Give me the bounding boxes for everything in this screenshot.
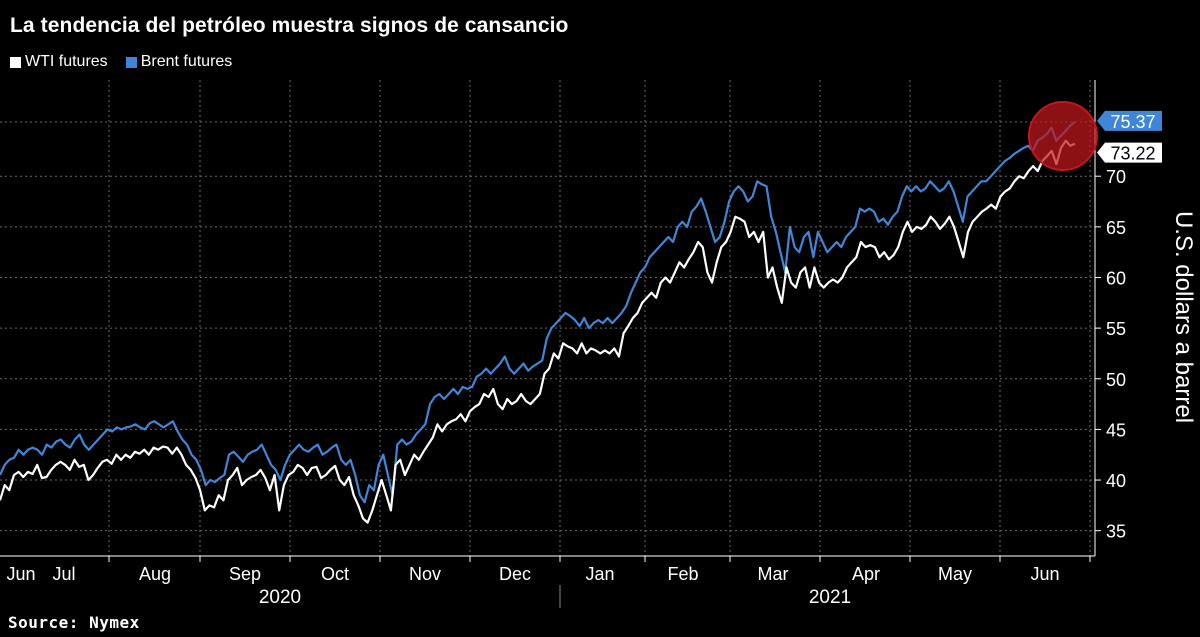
x-month-label: Oct [321,564,349,584]
x-month-label: Apr [852,564,880,584]
y-tick-label: 60 [1106,268,1126,288]
x-year-label: 2020 [259,587,301,608]
legend-label-wti: WTI futures [25,53,108,70]
legend-label-brent: Brent futures [140,53,233,70]
end-label-box-wti [1097,142,1162,163]
highlight-circle-mark [1028,101,1098,171]
end-label-box-brent [1097,110,1162,131]
legend-swatch-wti [10,56,21,68]
grid-lines [0,80,1095,556]
x-month-label: Jul [52,564,75,584]
series-line-brent [0,120,1076,504]
y-tick-label: 45 [1106,420,1126,440]
highlight-circle [1028,101,1098,171]
x-month-label: May [938,564,972,584]
x-month-label: Mar [758,564,789,584]
y-tick-label: 40 [1106,471,1126,491]
legend-item-wti: WTI futures [10,53,108,71]
y-tick-label: 70 [1106,167,1126,187]
end-label-wti: 73.22 [1110,144,1155,164]
y-tick-label: 55 [1106,319,1126,339]
end-label-brent: 75.37 [1110,112,1155,132]
x-month-label: Jan [585,564,614,584]
x-month-label: Aug [139,564,171,584]
y-tick-label: 50 [1106,370,1126,390]
series-line-wti [0,139,1076,524]
x-month-label: Dec [499,564,531,584]
y-axis: 35 40 45 50 55 60 65 70 [1094,80,1126,556]
x-year-label: 2021 [809,587,851,608]
legend-item-brent: Brent futures [125,53,233,71]
y-tick-label: 35 [1106,522,1126,542]
x-axis: Jun Jul Aug Sep Oct Nov Dec Jan Feb Mar Apr May Jun 2… [0,555,1095,608]
chart-legend: WTI futures Brent futures [10,53,232,71]
x-month-label: Nov [409,564,441,584]
y-axis-title: U.S. dollars a barrel [1170,211,1197,423]
legend-swatch-brent [125,56,137,68]
x-month-label: Feb [667,564,698,584]
series-lines [0,120,1076,524]
x-month-label: Jun [1030,564,1059,584]
x-month-label: Jun [6,564,35,584]
y-tick-label: 65 [1106,218,1126,238]
source-note: Source: Nymex [8,613,140,632]
end-value-labels: 73.22 75.37 [1097,110,1162,164]
x-month-label: Sep [229,564,261,584]
chart-title: La tendencia del petróleo muestra signos… [10,14,569,37]
